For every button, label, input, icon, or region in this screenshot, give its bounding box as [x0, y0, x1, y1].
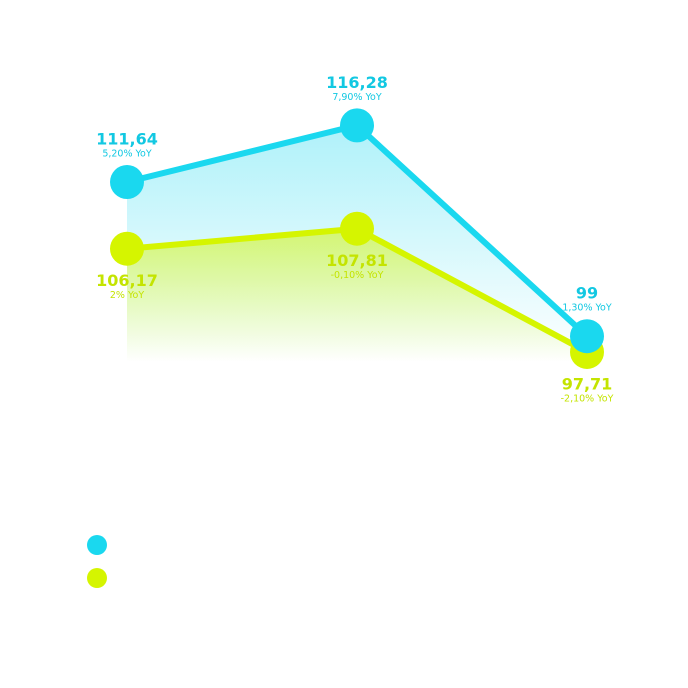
legend-marker [87, 535, 107, 555]
value-label: 106,17 [96, 271, 158, 290]
yoy-label: 7,90% YoY [332, 92, 382, 103]
value-label: 107,81 [326, 251, 388, 270]
marker [340, 108, 374, 143]
value-label: 99 [576, 284, 598, 303]
value-label: 111,64 [96, 129, 158, 148]
marker [110, 231, 144, 266]
yoy-label: 1,30% YoY [562, 303, 612, 314]
yoy-label: -2,10% YoY [561, 393, 614, 404]
legend-marker [87, 568, 107, 588]
marker [110, 164, 144, 199]
value-label: 97,71 [562, 374, 613, 393]
marker [340, 211, 374, 246]
yoy-label: -0,10% YoY [331, 270, 384, 281]
yoy-label: 5,20% YoY [102, 148, 152, 159]
yoy-label: 2% YoY [110, 290, 144, 301]
value-label: 116,28 [326, 73, 388, 92]
marker [570, 319, 604, 354]
area [127, 228, 587, 362]
